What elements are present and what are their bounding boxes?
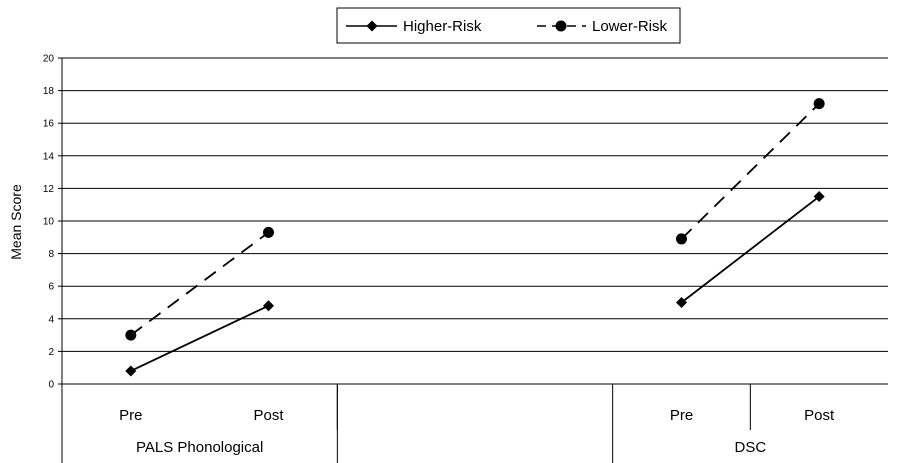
legend-label-lower-risk: Lower-Risk xyxy=(592,18,668,35)
y-tick-label: 10 xyxy=(43,217,55,228)
x-category-label: Post xyxy=(804,407,835,424)
data-point-diamond xyxy=(813,191,825,203)
y-tick-label: 16 xyxy=(43,119,55,130)
legend-item-lower-risk: Lower-Risk xyxy=(537,18,668,35)
y-tick-label: 0 xyxy=(48,380,54,391)
gridlines xyxy=(62,57,888,385)
axes xyxy=(58,57,751,463)
series xyxy=(125,98,825,377)
data-point-diamond xyxy=(125,365,137,377)
data-point-diamond xyxy=(263,300,274,312)
y-tick-label: 6 xyxy=(48,282,54,293)
y-tick-label: 4 xyxy=(48,314,54,325)
x-group-label: DSC xyxy=(734,439,766,456)
diamond-marker-icon xyxy=(366,20,378,32)
x-category-label: Pre xyxy=(119,407,142,424)
series-line xyxy=(680,102,820,240)
x-group-label: PALS Phonological xyxy=(136,439,263,456)
y-tick-labels: 0 2 4 6 8 10 12 14 16 18 20 xyxy=(43,54,55,391)
data-point-diamond xyxy=(676,297,687,308)
series-line xyxy=(130,304,269,372)
y-tick-label: 2 xyxy=(48,347,54,358)
data-point-circle xyxy=(125,329,137,341)
data-point-circle xyxy=(263,226,274,238)
series-higher-risk xyxy=(125,191,825,377)
series-line xyxy=(680,195,820,304)
legend-label-higher-risk: Higher-Risk xyxy=(403,18,482,35)
y-tick-label: 14 xyxy=(43,151,55,162)
data-point-circle xyxy=(676,233,687,245)
y-tick-label: 20 xyxy=(43,54,55,65)
circle-marker-icon xyxy=(555,20,567,32)
x-category-labels: Pre Post Pre Post PALS Phonological DSC xyxy=(119,407,835,456)
series-lower-risk xyxy=(125,98,825,341)
series-line xyxy=(130,231,270,336)
data-point-circle xyxy=(813,98,825,110)
legend: Higher-Risk Lower-Risk xyxy=(336,7,681,44)
y-axis-title: Mean Score xyxy=(8,184,24,260)
y-tick-label: 18 xyxy=(43,86,55,97)
y-tick-label: 12 xyxy=(43,184,55,195)
legend-item-higher-risk: Higher-Risk xyxy=(346,18,482,35)
x-category-label: Post xyxy=(253,407,284,424)
y-tick-label: 8 xyxy=(48,249,54,260)
x-category-label: Pre xyxy=(670,407,693,424)
